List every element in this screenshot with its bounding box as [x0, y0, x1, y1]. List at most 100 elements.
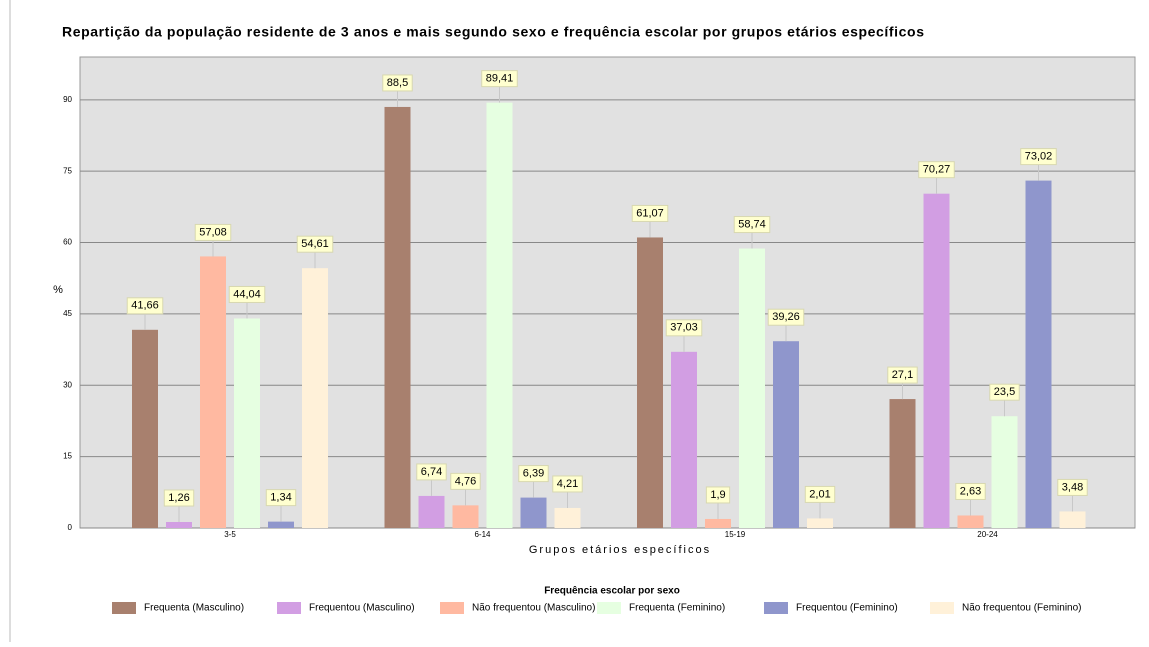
- data-label-box: [767, 308, 805, 326]
- data-label: 41,66: [131, 300, 159, 312]
- data-label: 1,9: [710, 489, 725, 501]
- data-label-box: [631, 204, 669, 222]
- bar: [889, 399, 916, 528]
- data-label-box: [804, 485, 836, 503]
- y-tick-label: 30: [63, 380, 72, 389]
- legend-swatch: [112, 602, 136, 614]
- data-label-box: [887, 366, 918, 384]
- data-label: 4,76: [455, 475, 476, 487]
- bar: [1025, 180, 1052, 529]
- data-label: 23,5: [994, 386, 1015, 398]
- bar: [957, 515, 984, 528]
- y-tick-label: 75: [63, 166, 72, 175]
- legend-title: Frequência escolar por sexo: [544, 586, 680, 597]
- legend-label: Frequentou (Masculino): [309, 603, 415, 614]
- data-label-box: [126, 297, 164, 315]
- data-label-box: [955, 482, 986, 500]
- data-label-box: [296, 235, 334, 253]
- y-tick-label: 0: [68, 523, 73, 532]
- x-tick-label: 20-24: [977, 530, 998, 539]
- data-label: 4,21: [557, 478, 578, 490]
- y-tick-label: 45: [63, 309, 72, 318]
- data-label-box: [518, 465, 549, 483]
- data-label-box: [705, 486, 731, 504]
- data-label: 1,26: [168, 492, 189, 504]
- data-label: 58,74: [738, 218, 766, 230]
- data-label-box: [733, 216, 771, 234]
- data-label: 2,01: [809, 488, 830, 500]
- legend-swatch: [597, 602, 621, 614]
- bar: [554, 507, 581, 528]
- bar: [418, 495, 445, 528]
- bar: [486, 102, 513, 528]
- data-label-box: [194, 223, 232, 241]
- bar: [452, 505, 479, 528]
- bar: [268, 521, 294, 528]
- chart-title: Repartição da população residente de 3 a…: [62, 24, 925, 40]
- bar: [739, 248, 765, 529]
- data-label: 44,04: [233, 288, 261, 300]
- data-label-box: [1020, 148, 1057, 166]
- data-label: 89,41: [486, 73, 514, 85]
- bar: [923, 193, 950, 528]
- legend-label: Não frequentou (Feminino): [962, 603, 1082, 614]
- data-label: 70,27: [923, 164, 951, 176]
- legend-swatch: [764, 602, 788, 614]
- x-tick-label: 3-5: [224, 530, 236, 539]
- bar: [637, 237, 663, 529]
- data-label: 1,34: [270, 492, 291, 504]
- y-tick-label: 15: [63, 452, 72, 461]
- legend-label: Não frequentou (Masculino): [472, 603, 595, 614]
- bar: [520, 497, 547, 528]
- bar: [705, 518, 731, 528]
- data-label: 61,07: [636, 207, 664, 219]
- legend-swatch: [930, 602, 954, 614]
- bar: [807, 518, 833, 528]
- legend-label: Frequentou (Feminino): [796, 603, 898, 614]
- data-label-box: [552, 475, 583, 493]
- data-label: 39,26: [772, 311, 800, 323]
- data-label: 2,63: [960, 485, 981, 497]
- bar: [384, 106, 411, 529]
- data-label-box: [163, 489, 195, 507]
- legend-swatch: [277, 602, 301, 614]
- data-label: 88,5: [387, 77, 408, 89]
- legend-label: Frequenta (Masculino): [144, 603, 244, 614]
- data-label: 3,48: [1062, 481, 1083, 493]
- bar: [132, 329, 158, 528]
- data-label-box: [382, 74, 413, 92]
- legend-swatch: [440, 602, 464, 614]
- bar: [1059, 511, 1086, 528]
- data-label-box: [228, 285, 266, 303]
- bar: [302, 268, 328, 528]
- data-label-box: [665, 319, 703, 337]
- bar: [773, 341, 799, 528]
- data-label: 73,02: [1025, 151, 1053, 163]
- data-label-box: [265, 489, 297, 507]
- x-axis-label: Grupos etários específicos: [529, 544, 711, 556]
- x-tick-label: 6-14: [474, 530, 491, 539]
- data-label-box: [1057, 478, 1088, 496]
- y-tick-label: 90: [63, 95, 72, 104]
- data-label-box: [481, 70, 518, 88]
- bar: [200, 256, 226, 528]
- data-label: 37,03: [670, 322, 698, 334]
- data-label: 6,39: [523, 468, 544, 480]
- data-label: 54,61: [301, 238, 329, 250]
- bar: [991, 416, 1018, 528]
- bar: [234, 318, 260, 528]
- y-tick-label: 60: [63, 238, 72, 247]
- data-label: 27,1: [892, 369, 913, 381]
- x-tick-label: 15-19: [725, 530, 746, 539]
- data-label: 57,08: [199, 226, 227, 238]
- data-label-box: [416, 463, 447, 481]
- data-label-box: [450, 472, 481, 490]
- legend-label: Frequenta (Feminino): [629, 603, 725, 614]
- bar: [671, 351, 697, 528]
- data-label: 6,74: [421, 466, 442, 478]
- data-label-box: [918, 161, 955, 179]
- y-axis-label: %: [53, 284, 63, 296]
- data-label-box: [989, 383, 1020, 401]
